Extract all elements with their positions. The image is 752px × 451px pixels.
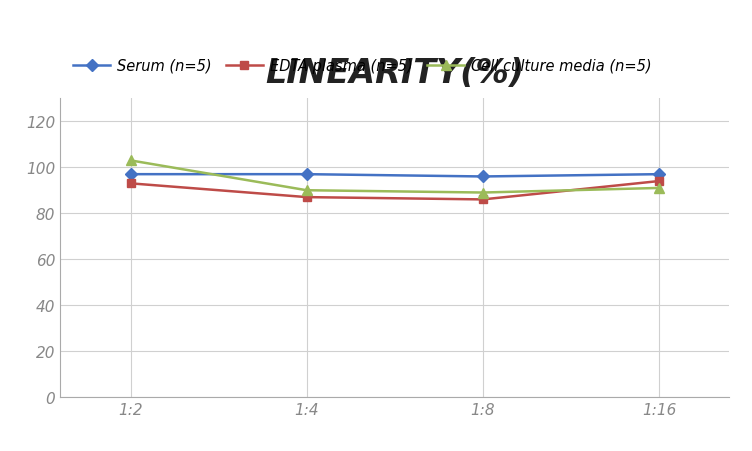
Serum (n=5) — [126, 172, 135, 178]
Legend: Serum (n=5), EDTA plasma (n=5), Cell culture media (n=5): Serum (n=5), EDTA plasma (n=5), Cell cul… — [68, 53, 657, 79]
Cell culture media (n=5) — [654, 186, 663, 191]
Line: EDTA plasma (n=5): EDTA plasma (n=5) — [126, 178, 663, 204]
Line: Serum (n=5): Serum (n=5) — [126, 170, 663, 181]
Cell culture media (n=5) — [126, 158, 135, 164]
EDTA plasma (n=5) — [654, 179, 663, 184]
EDTA plasma (n=5) — [478, 197, 487, 202]
EDTA plasma (n=5) — [126, 181, 135, 187]
EDTA plasma (n=5) — [302, 195, 311, 200]
Serum (n=5) — [302, 172, 311, 178]
Cell culture media (n=5) — [302, 188, 311, 193]
Line: Cell culture media (n=5): Cell culture media (n=5) — [126, 156, 664, 198]
Cell culture media (n=5) — [478, 190, 487, 196]
Title: LINEARITY(%): LINEARITY(%) — [265, 57, 524, 90]
Serum (n=5) — [654, 172, 663, 178]
Serum (n=5) — [478, 175, 487, 180]
